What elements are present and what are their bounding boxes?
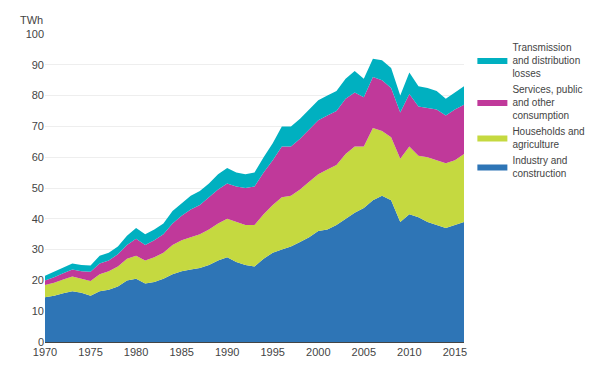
- svg-text:1985: 1985: [169, 346, 193, 358]
- svg-text:2005: 2005: [352, 346, 376, 358]
- svg-text:Services, publicand otherconsu: Services, publicand otherconsumption: [512, 84, 582, 121]
- svg-text:100: 100: [26, 28, 44, 40]
- svg-text:70: 70: [32, 120, 44, 132]
- svg-text:0: 0: [38, 336, 44, 348]
- svg-text:10: 10: [32, 305, 44, 317]
- svg-text:1975: 1975: [78, 346, 102, 358]
- svg-text:60: 60: [32, 151, 44, 163]
- svg-text:80: 80: [32, 89, 44, 101]
- svg-text:1980: 1980: [124, 346, 148, 358]
- svg-text:40: 40: [32, 213, 44, 225]
- svg-text:2000: 2000: [306, 346, 330, 358]
- svg-text:TWh: TWh: [20, 14, 43, 26]
- svg-text:Households andagriculture: Households andagriculture: [512, 126, 584, 150]
- svg-text:Industry andconstruction: Industry andconstruction: [512, 155, 567, 179]
- svg-text:2015: 2015: [443, 346, 467, 358]
- svg-text:30: 30: [32, 243, 44, 255]
- svg-text:20: 20: [32, 274, 44, 286]
- svg-text:50: 50: [32, 182, 44, 194]
- svg-text:1995: 1995: [260, 346, 284, 358]
- svg-text:1990: 1990: [215, 346, 239, 358]
- svg-text:90: 90: [32, 59, 44, 71]
- svg-text:2010: 2010: [397, 346, 421, 358]
- svg-text:1970: 1970: [33, 346, 57, 358]
- svg-text:Transmissionand distributionlo: Transmissionand distributionlosses: [512, 42, 580, 79]
